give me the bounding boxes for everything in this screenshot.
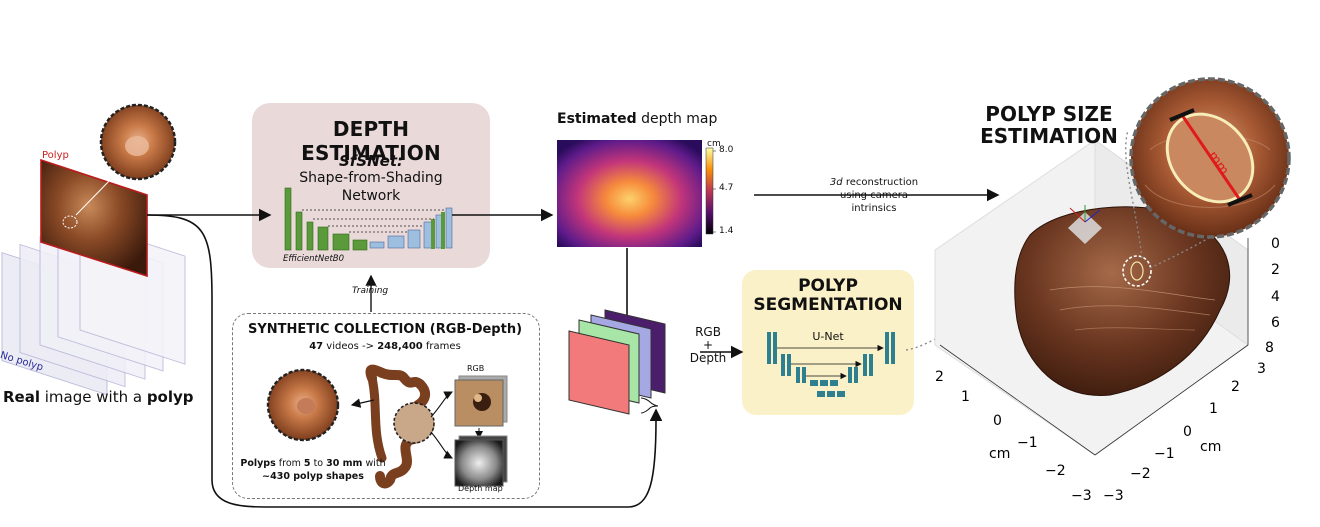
arrow-colon-to-polyp	[350, 398, 375, 408]
x-tick-m1: −1	[1017, 435, 1038, 451]
arrow-colon-to-rgb	[430, 391, 453, 418]
colorbar-tick-min: 1.4	[719, 226, 734, 236]
polyp-segmentation-title: POLYP SEGMENTATION	[753, 276, 903, 315]
y-axis-ticks: 3 2 1 0 −1 −2 −3	[1103, 361, 1266, 504]
synthetic-collection-stats: 47 videos -> 248,400 frames	[309, 341, 461, 352]
z-tick-4: 4	[1271, 289, 1280, 305]
efficientnet-label: EfficientNetB0	[283, 254, 345, 264]
y-tick-3: 3	[1257, 361, 1266, 377]
rgb-depth-stack	[568, 309, 666, 415]
polyps-caption: Polyps from 5 to 30 mm with ~430 polyp sh…	[240, 458, 386, 482]
x-axis-unit: cm	[989, 446, 1010, 462]
synthetic-collection-title: SYNTHETIC COLLECTION (RGB-Depth)	[247, 322, 523, 337]
depth-colorbar	[705, 147, 714, 235]
z-axis-ticks: 0 2 4 6 8	[1265, 236, 1280, 356]
x-tick-2: 2	[935, 369, 944, 385]
reconstruction-label: 3d reconstruction using camera intrinsics	[829, 177, 919, 214]
zoom-connector-left	[1125, 129, 1143, 259]
rgb-label: RGB	[467, 364, 485, 373]
polyp-zoom-circle	[99, 103, 177, 181]
depth-estimation-title: DEPTH ESTIMATION	[301, 117, 441, 165]
sfsnet-name: SfSNet:	[338, 152, 404, 170]
x-axis-ticks: 2 1 0 −1 −2 −3	[935, 369, 1092, 504]
polyp-label: Polyp	[42, 150, 69, 161]
size-zoom-circle	[1129, 77, 1291, 239]
polyp-size-estimation-title: POLYP SIZE ESTIMATION	[980, 102, 1118, 148]
y-tick-m2: −2	[1130, 466, 1151, 482]
z-tick-0: 0	[1271, 236, 1280, 252]
y-tick-1: 1	[1209, 401, 1218, 417]
estimated-depth-map	[557, 140, 702, 247]
colorbar-unit: cm	[707, 139, 721, 149]
z-tick-6: 6	[1271, 315, 1280, 331]
synthetic-polyp-zoom	[266, 368, 340, 442]
rgb-depth-label: RGB + Depth	[689, 325, 727, 365]
colon-model	[365, 364, 435, 489]
sfsnet-description: Shape-from-Shading Network	[299, 170, 443, 204]
training-label: Training	[352, 286, 389, 296]
x-tick-m2: −2	[1045, 463, 1066, 479]
z-tick-8: 8	[1265, 340, 1274, 356]
y-axis-unit: cm	[1200, 439, 1221, 455]
y-tick-0: 0	[1183, 424, 1192, 440]
x-tick-1: 1	[961, 389, 970, 405]
synthetic-depth-frame	[454, 435, 508, 487]
y-tick-m3: −3	[1103, 488, 1124, 504]
sfsnet-encoder-bars	[284, 187, 368, 251]
sfsnet-skip-connections	[302, 209, 444, 233]
z-tick-2: 2	[1271, 262, 1280, 278]
unet-label: U-Net	[812, 330, 844, 343]
real-image-caption: Real image with a polyp	[3, 388, 194, 406]
y-tick-2: 2	[1231, 379, 1240, 395]
estimated-depth-map-caption: Estimated depth map	[557, 111, 718, 127]
synthetic-rgb-frame	[454, 375, 508, 427]
arrow-colon-to-depth	[430, 431, 453, 459]
x-tick-m3: −3	[1071, 488, 1092, 504]
colorbar-tick-mid: 4.7	[719, 183, 734, 193]
unet-diagram	[767, 332, 895, 397]
real-polyp-image	[40, 158, 148, 278]
x-tick-0: 0	[993, 413, 1002, 429]
y-tick-m1: −1	[1154, 446, 1175, 462]
stack-brace	[640, 397, 659, 414]
colorbar-tick-max: 8.0	[719, 145, 734, 155]
arrow-real-to-rgb-depth	[146, 214, 663, 508]
sfsnet-decoder-bars	[369, 207, 453, 249]
depth-map-label: Depth map	[458, 484, 503, 493]
